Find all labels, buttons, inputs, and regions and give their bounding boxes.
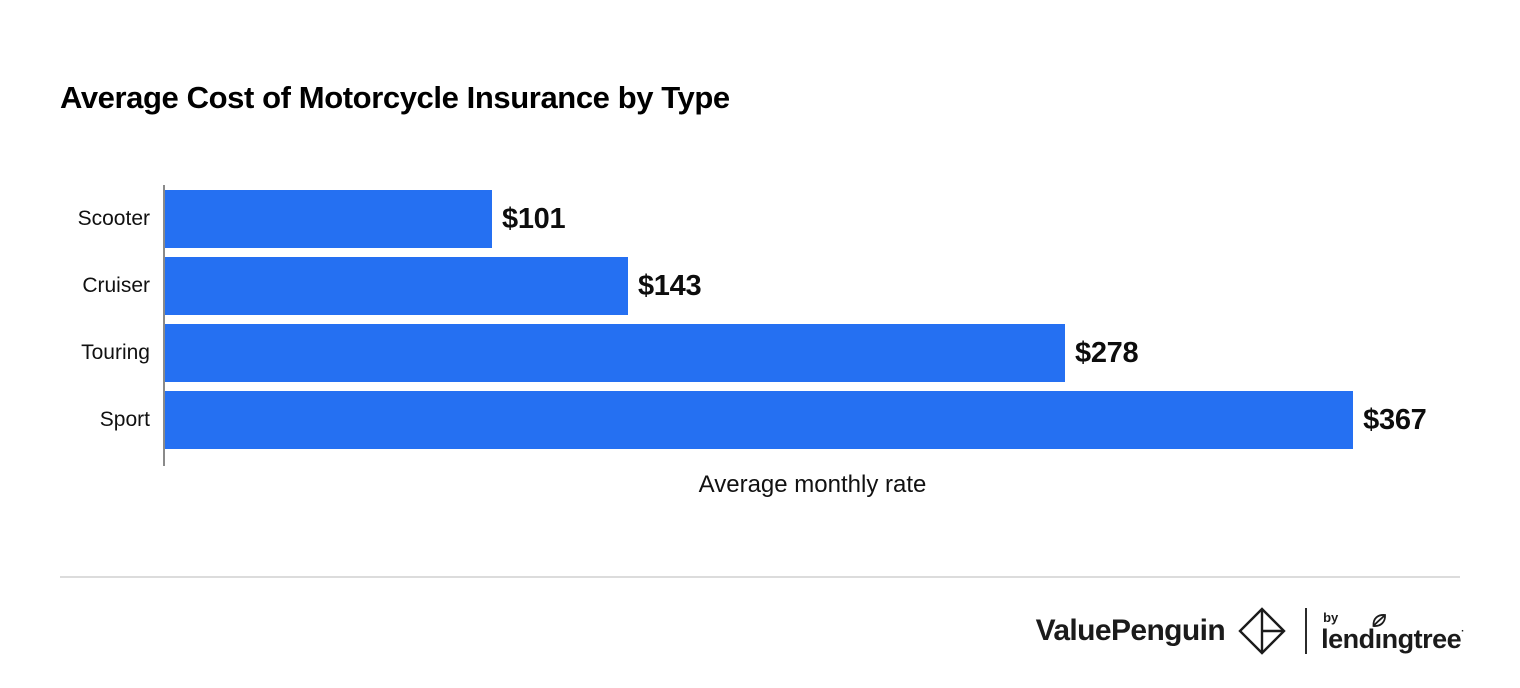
x-axis-label: Average monthly rate [698, 471, 927, 498]
lendingtree-logo: by lendı ngtree· [1321, 609, 1464, 653]
lendingtree-wordmark-part2: ngtree [1381, 624, 1462, 654]
category-label: Scooter [77, 207, 150, 230]
valuepenguin-origami-penguin-icon [1237, 606, 1287, 656]
value-label: $101 [501, 202, 566, 235]
bar-row: Sport $367 [100, 391, 1460, 449]
bar-row: Touring $278 [81, 324, 1460, 382]
plot-area: Scooter $101 Cruiser $143 Touring $278 Sport $3… [78, 190, 1460, 449]
bar-row: Cruiser $143 [82, 257, 1460, 315]
by-label: by [1323, 610, 1339, 625]
brand-footer: ValuePenguin by lendı ngtree· [1036, 602, 1464, 660]
value-label: $278 [1075, 336, 1139, 369]
lendingtree-wordmark-part1: lend [1321, 624, 1375, 654]
bar [165, 257, 628, 315]
footer-divider [60, 576, 1460, 578]
y-axis-line [163, 185, 165, 466]
page-title: Average Cost of Motorcycle Insurance by … [60, 80, 730, 115]
value-label: $367 [1363, 403, 1427, 436]
category-label: Sport [99, 408, 150, 431]
bar [165, 190, 492, 248]
lendingtree-i: ı [1372, 614, 1386, 654]
bar-row: Scooter $101 [78, 190, 1460, 248]
logo-separator [1305, 608, 1308, 654]
lendingtree-wordmark: lendı ngtree· [1321, 614, 1464, 654]
category-label: Cruiser [82, 274, 150, 297]
lendingtree-dotless-i: ı [1374, 624, 1383, 654]
bar [165, 324, 1066, 382]
trademark-dot: · [1461, 626, 1464, 637]
bar-chart: Scooter $101 Cruiser $143 Touring $278 Sport $3… [60, 185, 1460, 499]
lendingtree-leaf-icon [1372, 614, 1386, 627]
valuepenguin-wordmark: ValuePenguin [1035, 614, 1226, 647]
bar [165, 391, 1354, 449]
category-label: Touring [81, 341, 150, 364]
value-label: $143 [637, 269, 702, 302]
